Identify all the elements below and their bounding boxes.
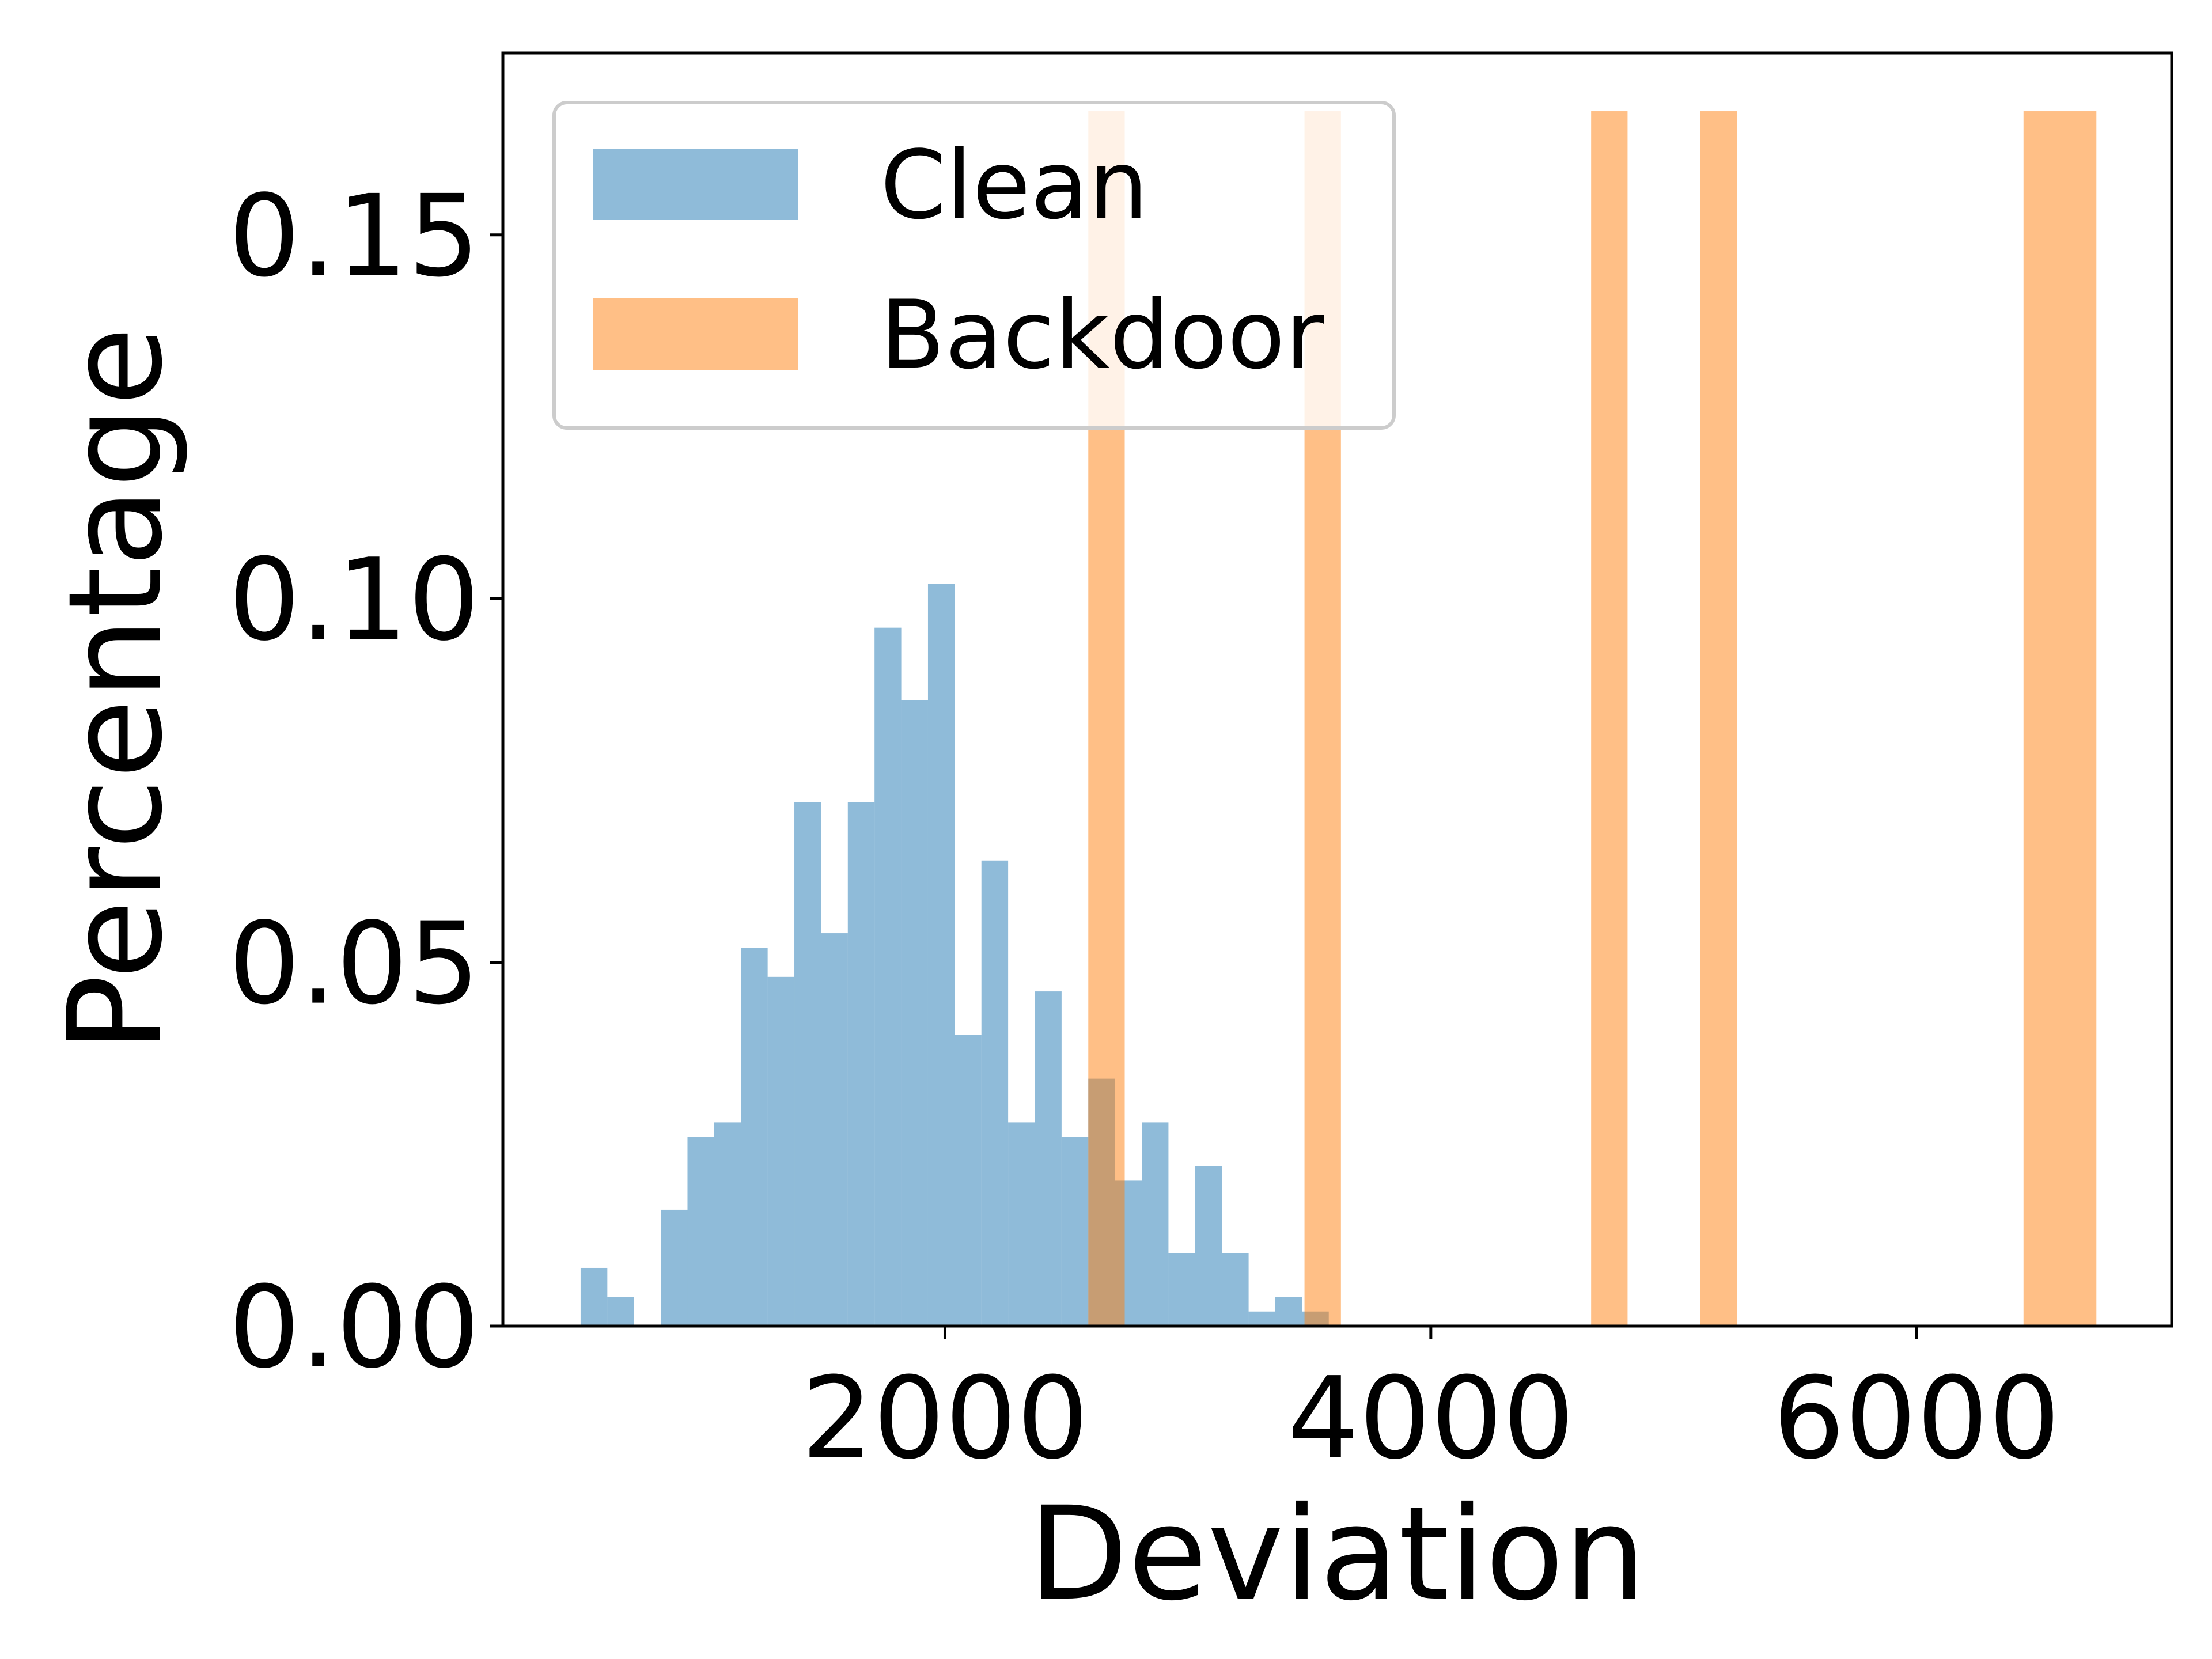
- bar-clean-7: [794, 802, 821, 1326]
- bar-clean-3: [687, 1137, 714, 1326]
- y-tick-label: 0.00: [229, 1262, 480, 1393]
- bar-clean-12: [927, 584, 955, 1326]
- bar-clean-2: [661, 1209, 688, 1326]
- x-tick-label: 6000: [1773, 1353, 2061, 1484]
- bar-backdoor-4: [2023, 111, 2097, 1326]
- legend-swatch-backdoor: [593, 298, 798, 370]
- bar-clean-5: [741, 948, 768, 1326]
- bar-backdoor-3: [1700, 111, 1737, 1326]
- bar-clean-13: [955, 1035, 982, 1326]
- bar-clean-22: [1195, 1166, 1222, 1326]
- bar-clean-20: [1142, 1122, 1169, 1326]
- x-tick-label: 4000: [1287, 1353, 1574, 1484]
- bar-clean-24: [1248, 1311, 1275, 1326]
- bar-clean-8: [821, 933, 848, 1326]
- bar-clean-25: [1275, 1297, 1302, 1326]
- legend-label-clean: Clean: [880, 130, 1148, 240]
- y-tick-label: 0.10: [229, 535, 480, 666]
- legend-label-backdoor: Backdoor: [880, 280, 1324, 390]
- bar-clean-23: [1222, 1253, 1249, 1326]
- bar-clean-4: [714, 1122, 741, 1326]
- bar-clean-15: [1008, 1122, 1035, 1326]
- legend: Clean Backdoor: [552, 101, 1396, 430]
- bar-clean-16: [1035, 991, 1062, 1326]
- y-tick-label: 0.05: [229, 899, 480, 1030]
- legend-swatch-clean: [593, 149, 798, 220]
- x-tick-label: 2000: [801, 1353, 1089, 1484]
- x-axis-label: Deviation: [1029, 1479, 1646, 1629]
- bar-clean-21: [1168, 1253, 1195, 1326]
- bar-clean-6: [767, 976, 795, 1326]
- ticks-layer: 2000 4000 6000 0.00 0.05 0.10 0.15: [229, 171, 2061, 1484]
- bar-clean-14: [981, 860, 1009, 1326]
- bar-clean-10: [874, 627, 902, 1326]
- bar-clean-11: [901, 700, 928, 1326]
- bar-clean-1: [607, 1297, 634, 1326]
- plot-frame: [501, 51, 2173, 1328]
- bar-clean-17: [1061, 1137, 1089, 1326]
- y-axis-label: Percentage: [40, 327, 191, 1052]
- bar-clean-0: [580, 1267, 608, 1326]
- bar-clean-9: [847, 802, 875, 1326]
- bar-backdoor-2: [1591, 111, 1628, 1326]
- y-tick-label: 0.15: [229, 171, 480, 302]
